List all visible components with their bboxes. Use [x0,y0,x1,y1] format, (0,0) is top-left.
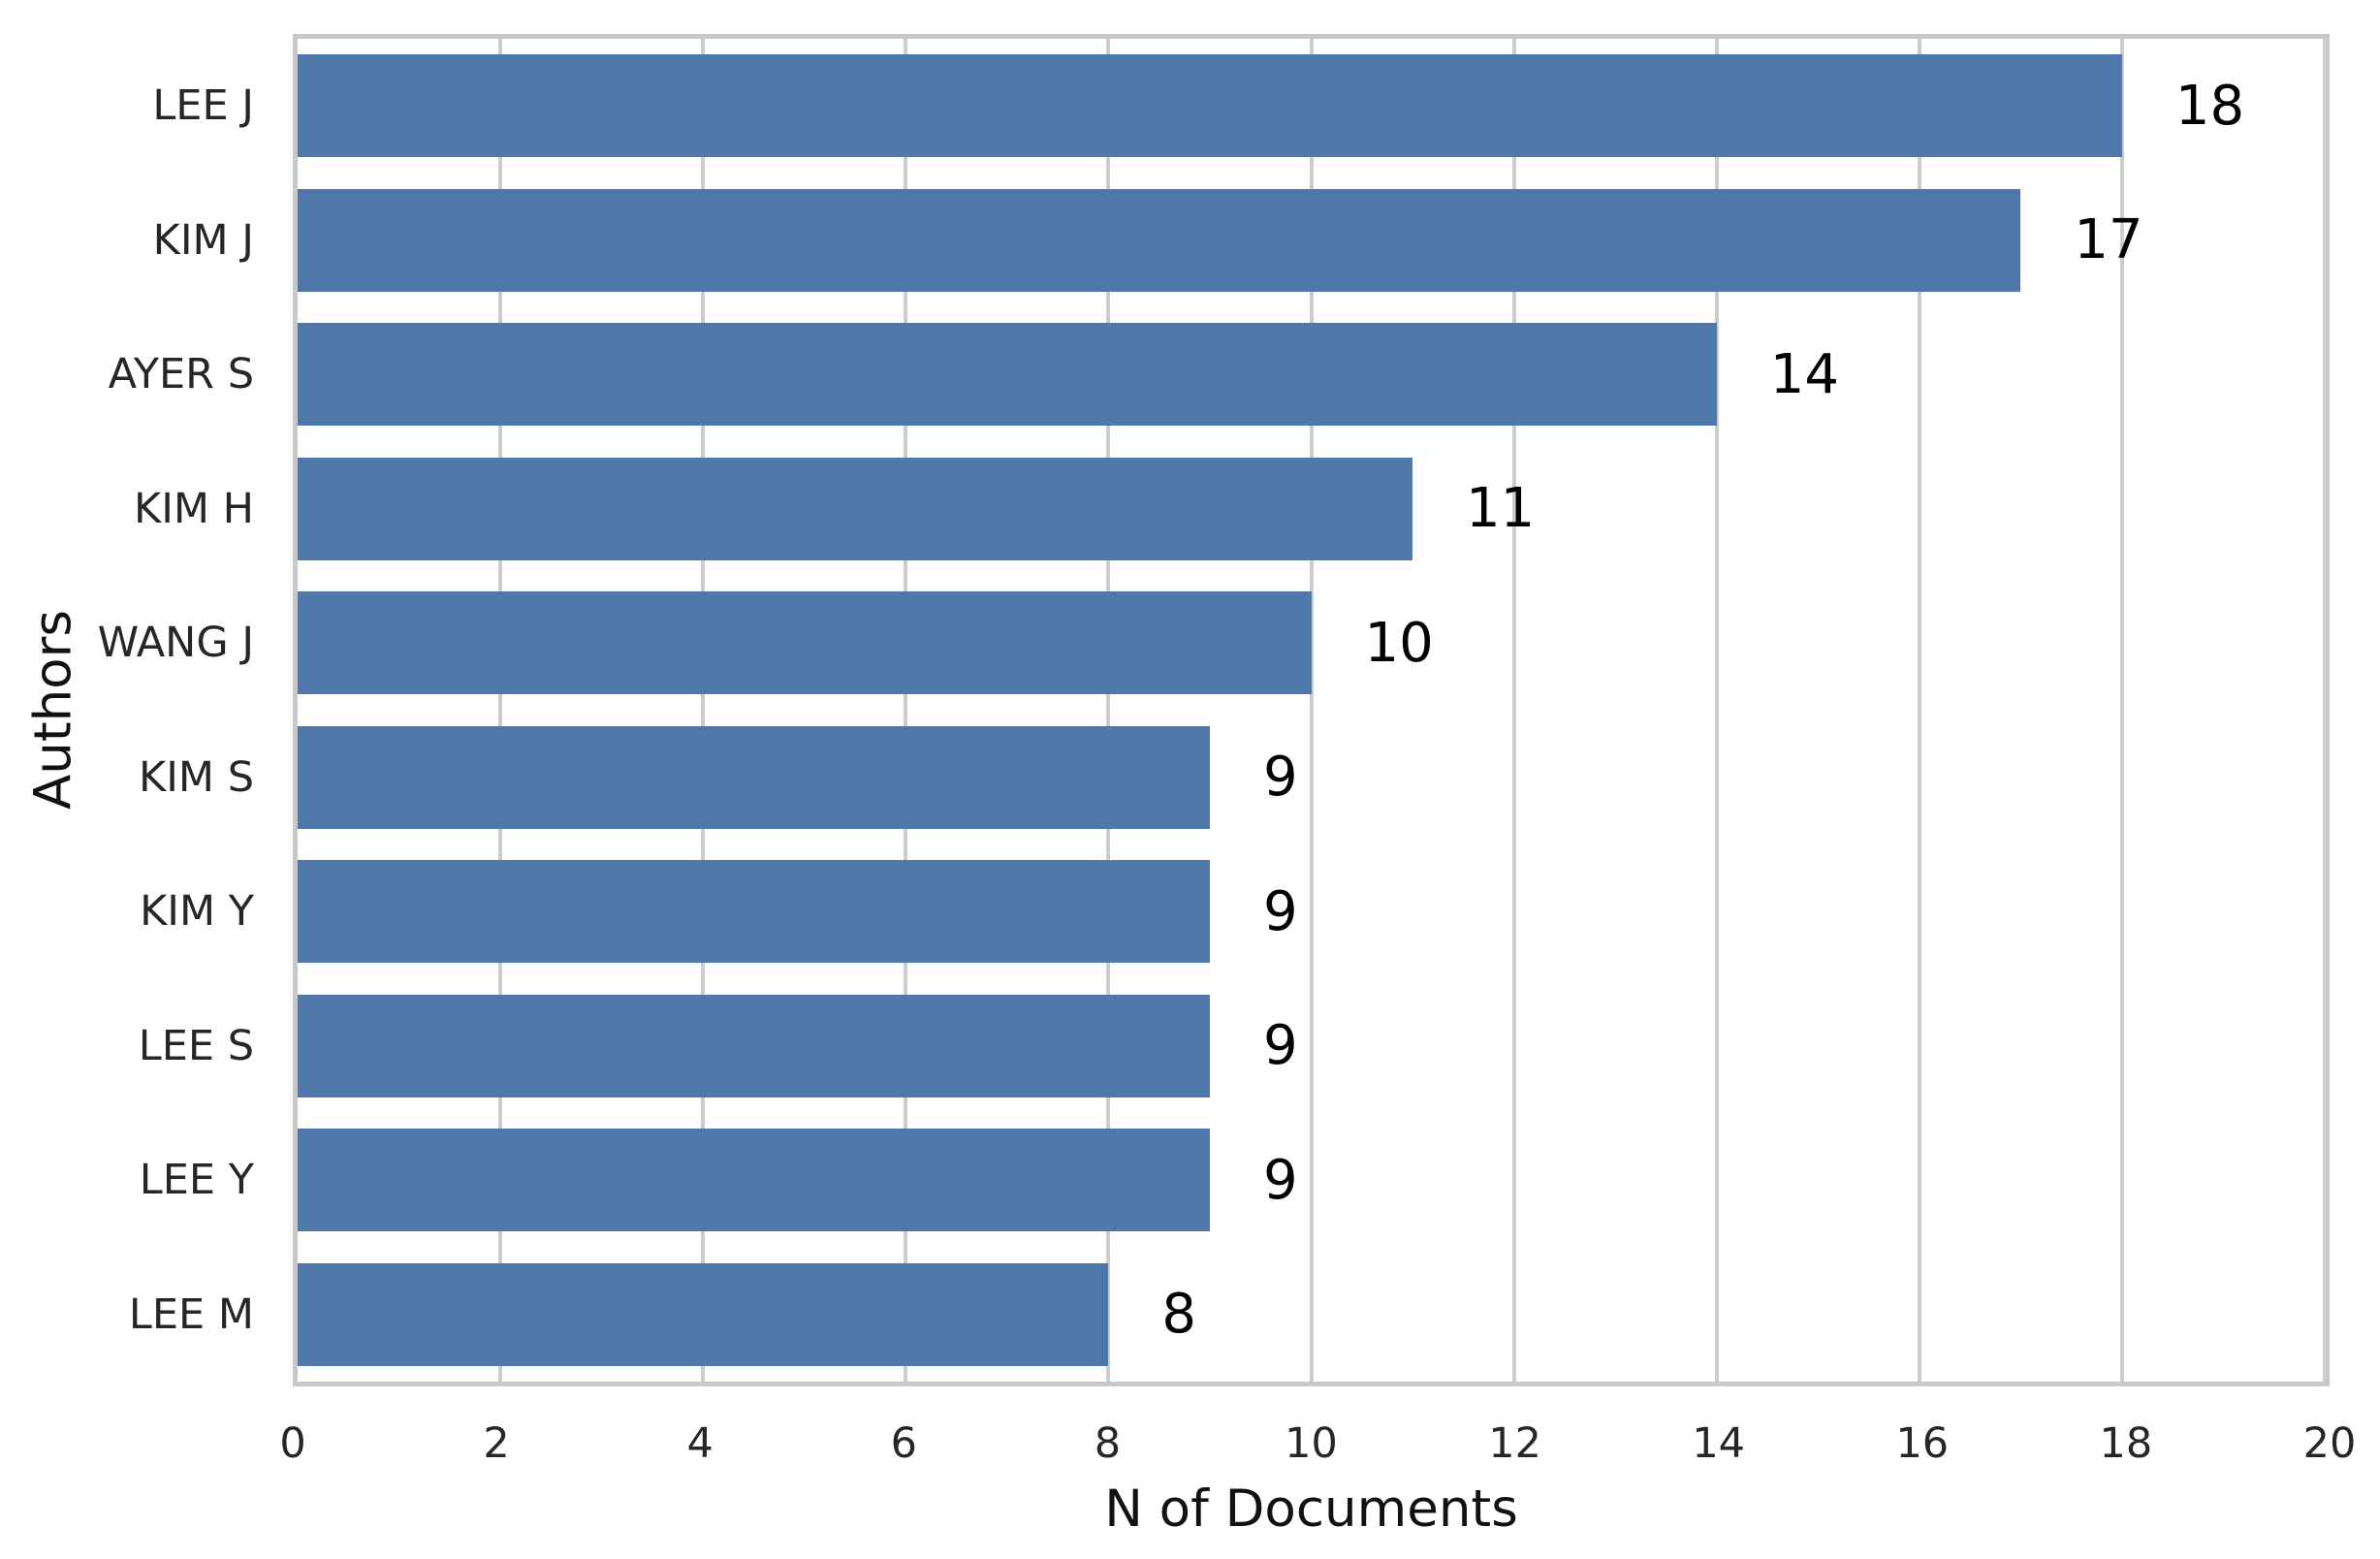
bar-row: LEE S 9 [139,979,2325,1114]
bar-row: KIM H 11 [134,442,2325,577]
plot-inner: LEE J 18 KIM J 17 AYER S 14 KIM H 11 WANG J 10 KIM… [98,39,2327,1383]
gridline [1309,39,1314,1382]
bar-value-label: 18 [2174,74,2245,138]
bar [298,994,1210,1098]
gridlines [298,39,2327,1382]
bar-row: KIM S 9 [139,711,2325,845]
bar [298,323,1717,427]
gridline [1511,39,1516,1382]
bar [298,54,2122,158]
bar-row: WANG J 10 [98,576,2325,711]
y-tick-label: LEE Y [139,1156,254,1205]
bar [298,1262,1109,1366]
bar-value-label: 9 [1262,1014,1298,1078]
y-tick-label: KIM J [152,215,254,265]
bar-value-label: 9 [1262,746,1298,810]
y-tick-label: AYER S [108,350,254,399]
x-tick-label: 12 [1488,1419,1541,1468]
y-tick-label: KIM H [134,484,254,533]
bar-row: LEE J 18 [152,39,2325,174]
bar [298,725,1210,829]
gridline [2323,39,2327,1382]
bar [298,188,2021,292]
bar-row: AYER S 14 [109,307,2325,442]
x-tick-label: 4 [686,1419,714,1468]
gridline [1714,39,1719,1382]
x-tick-label: 8 [1094,1419,1122,1468]
bar-row: KIM Y 9 [140,844,2325,979]
y-tick-label: KIM S [139,752,254,802]
bar-value-label: 14 [1769,342,1839,406]
bar-value-label: 11 [1466,477,1536,541]
x-tick-label: 14 [1692,1419,1746,1468]
bar-row: KIM J 17 [153,174,2325,308]
gridline [2119,39,2124,1382]
gridline [498,39,503,1382]
y-tick-label: LEE J [152,81,254,131]
x-axis-title: N of Documents [1104,1479,1518,1539]
bar-value-label: 8 [1161,1283,1197,1347]
x-tick-label: 2 [483,1419,510,1468]
bar [298,457,1413,560]
x-tick-label: 16 [1895,1419,1950,1468]
x-tick-label: 18 [2099,1419,2153,1468]
gridline [701,39,706,1382]
bar-rows: LEE J 18 KIM J 17 AYER S 14 KIM H 11 WANG J 10 KIM… [98,39,2325,1383]
y-axis-title: Authors [23,609,83,811]
x-tick-label: 10 [1285,1419,1338,1468]
bar-row: LEE M 8 [129,1248,2325,1383]
bar-value-label: 9 [1262,1148,1298,1212]
plot-area: LEE J 18 KIM J 17 AYER S 14 KIM H 11 WANG J 10 KIM… [98,34,2330,1386]
gridline [1106,39,1111,1382]
y-tick-label: WANG J [97,619,254,668]
x-tick-label: 0 [279,1419,306,1468]
bar-value-label: 9 [1262,879,1298,943]
bar [298,591,1312,695]
y-tick-label: LEE S [138,1021,254,1070]
x-tick-label: 20 [2302,1419,2357,1468]
y-tick-label: LEE M [128,1289,254,1339]
x-tick-label: 6 [890,1419,917,1468]
x-axis-ticks: 0 2 4 6 8 10 12 14 16 18 20 [279,1419,2356,1468]
gridline [904,39,908,1382]
y-tick-label: KIM Y [140,887,254,937]
bar-row: LEE Y 9 [140,1113,2325,1248]
bar [298,860,1210,964]
bar [298,1129,1210,1232]
bar-value-label: 17 [2074,208,2143,272]
gridline [1917,39,1921,1382]
bar-value-label: 10 [1364,611,1434,675]
